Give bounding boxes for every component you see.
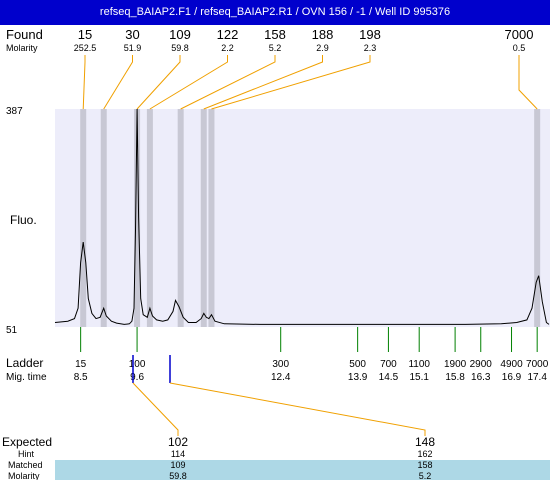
- ladder-size: 1100: [408, 359, 430, 370]
- found-size: 30: [125, 27, 139, 42]
- found-size: 15: [78, 27, 92, 42]
- ladder-size: 7000: [526, 359, 549, 370]
- ladder-time: 16.3: [471, 372, 491, 383]
- found-size: 158: [264, 27, 286, 42]
- found-label: Found: [6, 27, 43, 42]
- found-size: 122: [217, 27, 239, 42]
- found-connector: [180, 55, 276, 110]
- y-axis-max: 387: [6, 106, 23, 117]
- fluorescence-trace: [54, 108, 550, 325]
- expected-hint: 162: [417, 449, 432, 459]
- ladder-size: 4900: [500, 359, 523, 370]
- found-size: 198: [359, 27, 381, 42]
- expected-size: 148: [415, 435, 435, 449]
- found-molarity: 59.8: [171, 43, 189, 53]
- found-molarity: 51.9: [124, 43, 142, 53]
- ladder-size: 100: [129, 359, 146, 370]
- ladder-size: 2900: [470, 359, 493, 370]
- found-molarity: 2.2: [221, 43, 234, 53]
- expected-connector: [132, 382, 179, 436]
- found-size: 188: [312, 27, 334, 42]
- expected-size: 102: [168, 435, 188, 449]
- y-axis-label: Fluo.: [10, 213, 37, 227]
- ladder-size: 1900: [444, 359, 467, 370]
- found-size: 109: [169, 27, 191, 42]
- ladder-size: 15: [75, 359, 87, 370]
- ladder-time: 15.8: [445, 372, 465, 383]
- found-connector: [149, 55, 228, 110]
- ladder-time: 9.6: [130, 372, 144, 383]
- expected-label: Expected: [2, 435, 52, 449]
- ladder-size: 300: [272, 359, 289, 370]
- found-molarity: 252.5: [74, 43, 97, 53]
- found-connector: [211, 55, 371, 110]
- molarity-bottom-label: Molarity: [8, 471, 40, 480]
- found-size: 7000: [505, 27, 534, 42]
- ladder-size: 700: [380, 359, 397, 370]
- molarity-row-highlight: [55, 470, 550, 480]
- peak-band: [100, 109, 107, 327]
- peak-band: [80, 109, 87, 327]
- ladder-time: 8.5: [74, 372, 88, 383]
- expected-hint: 114: [171, 449, 185, 459]
- window-title: refseq_BAIAP2.F1 / refseq_BAIAP2.R1 / OV…: [0, 0, 550, 25]
- peak-band: [208, 109, 215, 327]
- peak-band: [200, 109, 207, 327]
- found-connector: [103, 55, 133, 110]
- matched-label: Matched: [8, 460, 43, 470]
- molarity-label: Molarity: [6, 43, 38, 53]
- found-connector: [203, 55, 323, 110]
- found-connector: [82, 55, 86, 110]
- expected-molarity: 5.2: [419, 471, 432, 480]
- ladder-label: Ladder: [6, 356, 43, 370]
- peak-band: [146, 109, 153, 327]
- hint-label: Hint: [18, 449, 35, 459]
- expected-molarity: 59.8: [169, 471, 187, 480]
- ladder-time: 15.1: [409, 372, 429, 383]
- peak-band: [177, 109, 184, 327]
- plot-area: [55, 109, 550, 327]
- ladder-size: 500: [349, 359, 366, 370]
- found-molarity: 5.2: [269, 43, 282, 53]
- peak-band: [534, 109, 541, 327]
- ladder-time: 17.4: [527, 372, 547, 383]
- ladder-time: 14.5: [379, 372, 399, 383]
- y-axis-min: 51: [6, 325, 18, 336]
- mig-time-label: Mig. time: [6, 372, 47, 383]
- found-molarity: 2.9: [316, 43, 329, 53]
- found-molarity: 2.3: [364, 43, 377, 53]
- ladder-time: 16.9: [502, 372, 522, 383]
- ladder-time: 12.4: [271, 372, 291, 383]
- expected-matched: 109: [170, 460, 185, 470]
- ladder-time: 13.9: [348, 372, 368, 383]
- found-connector: [136, 55, 181, 110]
- found-molarity: 0.5: [513, 43, 526, 53]
- expected-connector: [169, 382, 426, 436]
- found-connector: [518, 55, 538, 110]
- expected-matched: 158: [417, 460, 432, 470]
- matched-row-highlight: [55, 460, 550, 470]
- peak-band: [134, 109, 141, 327]
